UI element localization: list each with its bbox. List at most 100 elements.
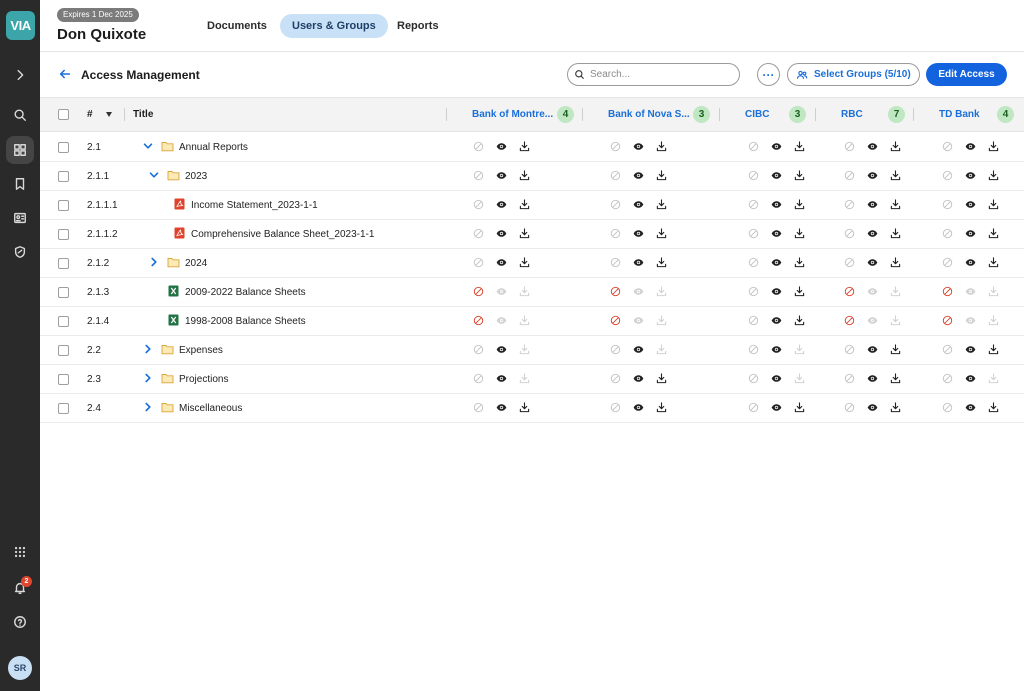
view-icon[interactable] [965,170,976,181]
no-access-icon[interactable] [942,141,953,152]
no-access-icon[interactable] [844,170,855,181]
view-icon[interactable] [771,315,782,326]
no-access-icon[interactable] [473,344,484,355]
view-icon[interactable] [496,228,507,239]
no-access-icon[interactable] [748,257,759,268]
table-row[interactable]: 2.2 Expenses [40,336,1024,365]
apps-grid-icon[interactable] [6,538,34,566]
chevron-right-icon[interactable] [143,373,153,383]
view-icon[interactable] [867,199,878,210]
download-icon[interactable] [988,228,999,239]
chevron-right-icon[interactable] [149,257,159,267]
download-icon[interactable] [794,402,805,413]
no-access-icon[interactable] [942,402,953,413]
download-icon[interactable] [988,402,999,413]
row-checkbox[interactable] [58,229,69,240]
no-access-icon[interactable] [942,373,953,384]
no-access-icon[interactable] [473,257,484,268]
row-title[interactable]: Income Statement_2023-1-1 [191,200,318,211]
view-icon[interactable] [496,257,507,268]
download-icon[interactable] [988,170,999,181]
view-icon[interactable] [633,344,644,355]
view-icon[interactable] [867,141,878,152]
view-icon[interactable] [965,402,976,413]
view-icon[interactable] [771,228,782,239]
download-icon[interactable] [519,344,530,355]
dashboard-icon[interactable] [6,136,34,164]
download-icon[interactable] [890,170,901,181]
no-access-active-icon[interactable] [610,315,621,326]
download-icon[interactable] [988,344,999,355]
download-icon[interactable] [519,199,530,210]
search-input[interactable] [590,69,730,80]
no-access-icon[interactable] [473,402,484,413]
row-title[interactable]: Annual Reports [179,142,248,153]
row-checkbox[interactable] [58,142,69,153]
no-access-icon[interactable] [610,257,621,268]
view-icon[interactable] [867,170,878,181]
row-title[interactable]: Projections [179,374,229,385]
download-icon[interactable] [656,286,667,297]
group-header-bns[interactable]: Bank of Nova S... [608,109,690,120]
no-access-icon[interactable] [748,402,759,413]
table-row[interactable]: 2.4 Miscellaneous [40,394,1024,423]
view-icon[interactable] [633,141,644,152]
download-icon[interactable] [794,344,805,355]
no-access-icon[interactable] [748,344,759,355]
app-logo[interactable]: VIA [6,11,35,40]
tab-documents[interactable]: Documents [207,20,267,32]
table-row[interactable]: 2.1 Annual Reports [40,133,1024,162]
row-checkbox[interactable] [58,316,69,327]
table-row[interactable]: 2.1.4 1998-2008 Balance Sheets [40,307,1024,336]
download-icon[interactable] [890,402,901,413]
no-access-icon[interactable] [844,373,855,384]
no-access-icon[interactable] [748,141,759,152]
view-icon[interactable] [965,228,976,239]
search-box[interactable] [567,63,740,86]
table-row[interactable]: 2.1.3 2009-2022 Balance Sheets [40,278,1024,307]
row-title[interactable]: Comprehensive Balance Sheet_2023-1-1 [191,229,375,240]
view-icon[interactable] [496,286,507,297]
row-title[interactable]: 2009-2022 Balance Sheets [185,287,306,298]
view-icon[interactable] [867,344,878,355]
view-icon[interactable] [867,315,878,326]
back-arrow-icon[interactable] [58,67,74,83]
row-checkbox[interactable] [58,287,69,298]
download-icon[interactable] [988,257,999,268]
download-icon[interactable] [656,344,667,355]
edit-access-button[interactable]: Edit Access [926,63,1007,86]
download-icon[interactable] [988,141,999,152]
download-icon[interactable] [890,199,901,210]
avatar[interactable]: SR [8,656,32,680]
view-icon[interactable] [496,170,507,181]
group-header-rbc[interactable]: RBC [841,109,863,120]
view-icon[interactable] [633,228,644,239]
no-access-active-icon[interactable] [473,315,484,326]
no-access-icon[interactable] [473,228,484,239]
download-icon[interactable] [794,170,805,181]
view-icon[interactable] [496,373,507,384]
row-title[interactable]: 2024 [185,258,208,269]
chevron-down-icon[interactable] [143,141,153,151]
download-icon[interactable] [519,257,530,268]
row-checkbox[interactable] [58,200,69,211]
download-icon[interactable] [519,315,530,326]
view-icon[interactable] [633,199,644,210]
view-icon[interactable] [633,315,644,326]
view-icon[interactable] [496,402,507,413]
no-access-active-icon[interactable] [844,315,855,326]
view-icon[interactable] [496,199,507,210]
download-icon[interactable] [519,402,530,413]
view-icon[interactable] [867,228,878,239]
no-access-icon[interactable] [942,199,953,210]
table-row[interactable]: 2.1.1 2023 [40,162,1024,191]
bookmark-icon[interactable] [6,170,34,198]
download-icon[interactable] [890,315,901,326]
sort-caret-icon[interactable] [106,112,112,117]
download-icon[interactable] [890,373,901,384]
download-icon[interactable] [794,199,805,210]
no-access-icon[interactable] [748,373,759,384]
download-icon[interactable] [656,257,667,268]
table-row[interactable]: 2.1.1.1 Income Statement_2023-1-1 [40,191,1024,220]
download-icon[interactable] [890,228,901,239]
